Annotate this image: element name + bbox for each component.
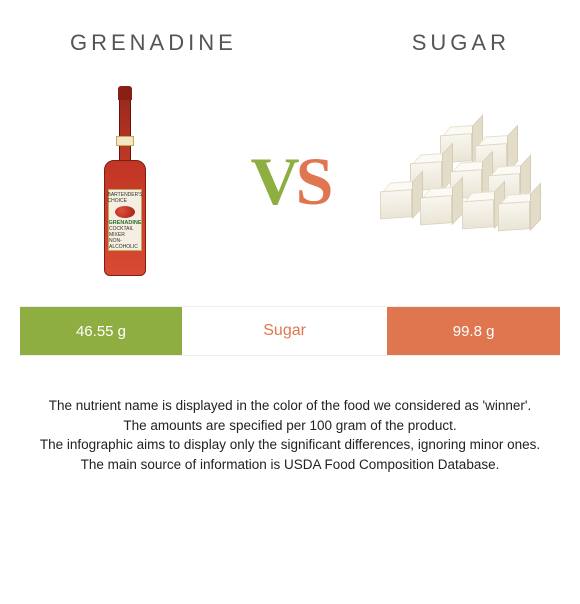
sugar-cubes-icon: [380, 126, 530, 236]
sugar-cube-icon: [420, 187, 458, 226]
sugar-cube-icon: [462, 191, 500, 230]
vs-label: VS: [251, 142, 330, 221]
note-line: The nutrient name is displayed in the co…: [22, 396, 558, 416]
grenadine-bottle-icon: BARTENDER'S CHOICE GRENADINE COCKTAIL MI…: [102, 86, 148, 276]
note-line: The main source of information is USDA F…: [22, 455, 558, 475]
bar-left-value: 46.55 g: [20, 307, 182, 355]
right-image: [380, 86, 530, 276]
vs-s: S: [296, 143, 330, 219]
pomegranate-icon: [115, 206, 135, 218]
images-row: BARTENDER'S CHOICE GRENADINE COCKTAIL MI…: [20, 76, 560, 306]
bottle-label-sub2: NON-ALCOHOLIC: [109, 238, 141, 250]
note-line: The amounts are specified per 100 gram o…: [22, 416, 558, 436]
left-image: BARTENDER'S CHOICE GRENADINE COCKTAIL MI…: [50, 86, 200, 276]
sugar-cube-icon: [380, 181, 418, 220]
bottle-label-sub1: COCKTAIL MIXER: [109, 226, 141, 238]
bar-right-value: 99.8 g: [387, 307, 560, 355]
sugar-cube-icon: [498, 193, 536, 232]
note-line: The infographic aims to display only the…: [22, 435, 558, 455]
title-right: SUGAR: [412, 30, 510, 56]
bottle-label-top: BARTENDER'S CHOICE: [107, 192, 142, 204]
title-left: GRENADINE: [70, 30, 237, 56]
titles-row: GRENADINE SUGAR: [20, 20, 560, 76]
comparison-bar: 46.55 g Sugar 99.8 g: [20, 306, 560, 356]
footer-notes: The nutrient name is displayed in the co…: [20, 396, 560, 474]
bar-nutrient: Sugar: [182, 307, 387, 355]
vs-v: V: [251, 143, 296, 219]
